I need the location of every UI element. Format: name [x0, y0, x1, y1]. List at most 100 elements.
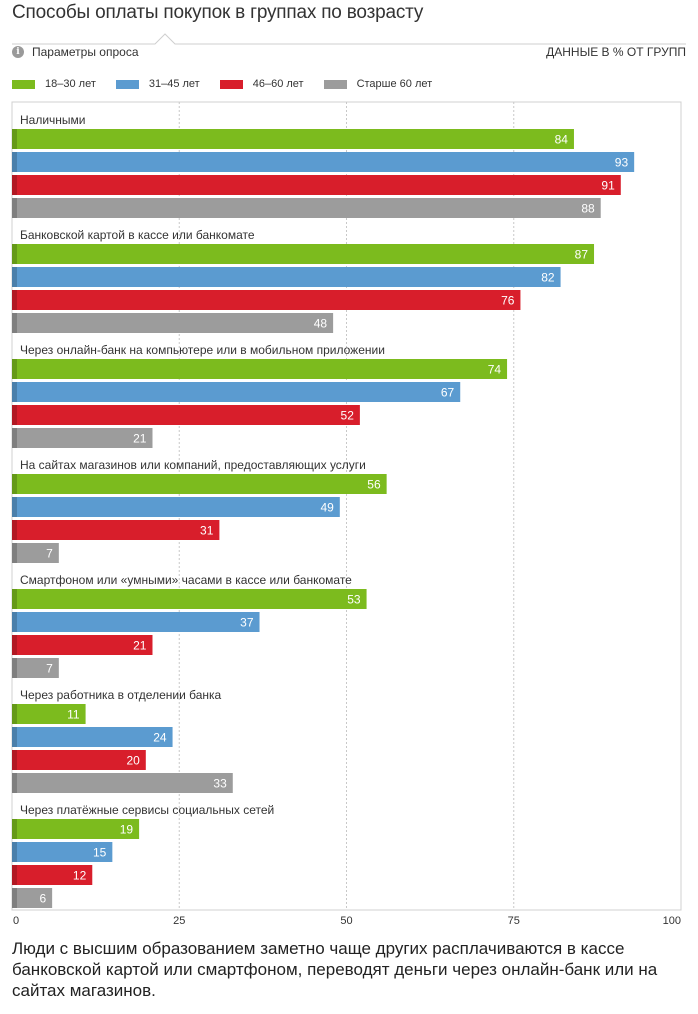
bar-stub: [12, 428, 17, 448]
legend-item: Старше 60 лет: [323, 78, 433, 90]
bar: [12, 290, 521, 310]
category-label: Банковской картой в кассе или банкомате: [20, 228, 255, 242]
bar-stub: [12, 359, 17, 379]
bar-stub: [12, 612, 17, 632]
bar: [12, 543, 59, 563]
footer-note: Люди с высшим образованием заметно чаще …: [12, 939, 658, 1000]
bar-stub: [12, 520, 17, 540]
bar-value-label: 21: [133, 639, 147, 653]
bar-value-label: 11: [67, 708, 80, 722]
bar: [12, 382, 461, 402]
chart-title: Способы оплаты покупок в группах по возр…: [12, 2, 424, 23]
bar: [12, 888, 53, 908]
bar: [12, 704, 86, 724]
bar: [12, 474, 387, 494]
bar-value-label: 19: [120, 823, 134, 837]
bar: [12, 658, 59, 678]
bar: [12, 175, 621, 195]
bar-value-label: 84: [555, 133, 569, 147]
bar-value-label: 82: [541, 271, 555, 285]
bar-value-label: 74: [488, 363, 502, 377]
bar-stub: [12, 313, 17, 333]
legend-swatch: [323, 79, 347, 89]
bar-value-label: 93: [615, 156, 629, 170]
x-tick-label: 0: [13, 915, 19, 927]
bar: [12, 359, 508, 379]
bar-stub: [12, 129, 17, 149]
legend-label: 46–60 лет: [252, 78, 304, 90]
header-divider: [12, 33, 686, 45]
x-tick-label: 25: [173, 915, 185, 927]
legend-label: Старше 60 лет: [356, 78, 433, 90]
bar-value-label: 31: [200, 524, 214, 538]
bar: [12, 267, 561, 287]
category-label: На сайтах магазинов или компаний, предос…: [20, 458, 366, 472]
bar-value-label: 7: [46, 547, 53, 561]
bar-value-label: 52: [341, 409, 355, 423]
legend-label: 18–30 лет: [45, 78, 96, 90]
bar-stub: [12, 152, 17, 172]
bar-value-label: 76: [501, 294, 515, 308]
bar: [12, 129, 574, 149]
bar: [12, 612, 260, 632]
bar-value-label: 24: [153, 731, 167, 745]
survey-params-label: Параметры опроса: [32, 45, 139, 59]
x-tick-label: 75: [508, 915, 520, 927]
bar-stub: [12, 382, 17, 402]
bar: [12, 842, 113, 862]
bar-stub: [12, 842, 17, 862]
category-label: Через платёжные сервисы социальных сетей: [20, 803, 274, 817]
legend-label: 31–45 лет: [148, 78, 200, 90]
bar-value-label: 15: [93, 846, 107, 860]
x-tick-label: 100: [663, 915, 681, 927]
bar: [12, 520, 220, 540]
survey-params-link[interactable]: i Параметры опроса: [12, 45, 139, 59]
category-label: Через онлайн-банк на компьютере или в мо…: [20, 343, 385, 357]
bar: [12, 635, 153, 655]
bar-stub: [12, 819, 17, 839]
bar-stub: [12, 244, 17, 264]
bar: [12, 244, 595, 264]
bar-value-label: 56: [367, 478, 381, 492]
bar: [12, 497, 340, 517]
bar-stub: [12, 589, 17, 609]
bar-value-label: 87: [575, 248, 589, 262]
bar-stub: [12, 865, 17, 885]
bar-stub: [12, 704, 17, 724]
bar-value-label: 91: [601, 179, 615, 193]
bar-stub: [12, 727, 17, 747]
legend-swatch: [12, 79, 35, 89]
bar: [12, 865, 93, 885]
bar: [12, 819, 140, 839]
bar-value-label: 20: [126, 754, 140, 768]
bar-value-label: 67: [441, 386, 455, 400]
bar-value-label: 12: [73, 869, 87, 883]
bar-stub: [12, 773, 17, 793]
bar: [12, 727, 173, 747]
info-icon: i: [12, 46, 24, 58]
bar-stub: [12, 474, 17, 494]
x-tick-label: 50: [340, 915, 352, 927]
bar-value-label: 49: [320, 501, 334, 515]
bar-value-label: 33: [213, 777, 227, 791]
bar: [12, 589, 367, 609]
units-label: ДАННЫЕ В % ОТ ГРУПП: [546, 45, 686, 59]
bar: [12, 198, 601, 218]
chart-legend: 18–30 лет 31–45 лет 46–60 лет Старше 60 …: [12, 78, 452, 90]
bar: [12, 405, 360, 425]
legend-swatch: [115, 79, 139, 89]
bar: [12, 428, 153, 448]
bar-stub: [12, 175, 17, 195]
category-label: Смартфоном или «умными» часами в кассе и…: [20, 573, 352, 587]
bar-stub: [12, 888, 17, 908]
bar-stub: [12, 290, 17, 310]
bar-stub: [12, 658, 17, 678]
bar: [12, 313, 334, 333]
legend-item: 46–60 лет: [219, 78, 304, 90]
bar: [12, 750, 146, 770]
legend-swatch: [219, 79, 243, 89]
bar: [12, 152, 635, 172]
bar-value-label: 48: [314, 317, 328, 331]
bar-stub: [12, 405, 17, 425]
